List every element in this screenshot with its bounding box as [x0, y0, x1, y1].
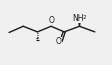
Text: 2: 2	[82, 15, 86, 20]
Text: NH: NH	[73, 14, 84, 23]
Text: O: O	[48, 16, 54, 25]
Polygon shape	[78, 16, 81, 26]
Text: O: O	[56, 37, 62, 46]
